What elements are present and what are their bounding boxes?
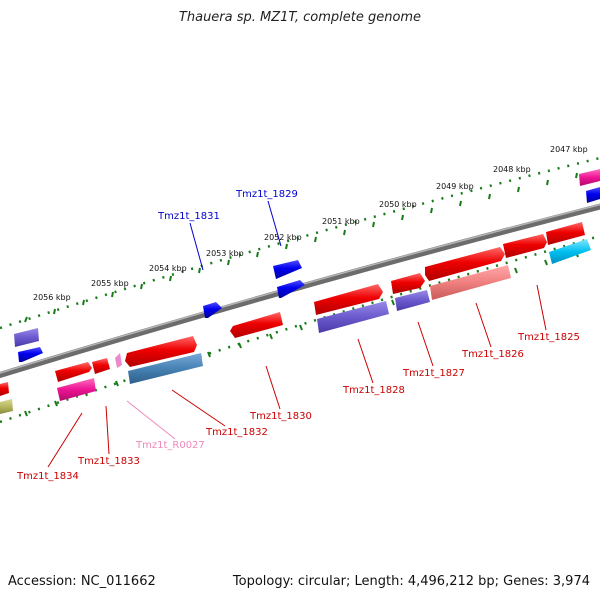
gene-label-tmz1t-1834[interactable]: Tmz1t_1834 [16, 471, 79, 482]
accession-text: Accession: NC_011662 [8, 574, 156, 589]
gene-feature[interactable] [549, 239, 591, 264]
gene-label-tmz1t-1828[interactable]: Tmz1t_1828 [342, 385, 405, 396]
gene-feature[interactable] [586, 187, 600, 203]
gene-feature[interactable] [14, 328, 39, 347]
gene-label-tmz1t-1831[interactable]: Tmz1t_1831 [157, 211, 220, 222]
genome-title: Thauera sp. MZ1T, complete genome [178, 10, 422, 25]
kbp-label: 2053 kbp [206, 249, 244, 258]
gene-feature[interactable] [203, 302, 222, 318]
gene-feature[interactable] [425, 247, 505, 281]
genome-summary-text: Topology: circular; Length: 4,496,212 bp… [232, 574, 590, 589]
gene-label-tmz1t-1827[interactable]: Tmz1t_1827 [402, 368, 465, 379]
gene-feature[interactable] [277, 280, 305, 298]
gene-feature[interactable] [503, 234, 547, 258]
gene-feature[interactable] [92, 358, 110, 374]
kbp-label: 2050 kbp [379, 200, 417, 209]
gene-feature[interactable] [546, 222, 585, 245]
gene-label-tmz1t-1830[interactable]: Tmz1t_1830 [249, 411, 312, 422]
outer-ruler-ticks [24, 172, 578, 323]
gene-label-tmz1t-1832[interactable]: Tmz1t_1832 [205, 427, 268, 438]
gene-feature[interactable] [0, 399, 13, 414]
gene-feature[interactable] [57, 378, 96, 401]
gene-label-tmz1t-1833[interactable]: Tmz1t_1833 [77, 456, 140, 467]
kbp-label: 2055 kbp [91, 279, 129, 288]
kbp-label: 2047 kbp [550, 145, 588, 154]
gene-feature[interactable] [230, 312, 283, 338]
gene-label-tmz1t-r0027[interactable]: Tmz1t_R0027 [135, 440, 205, 451]
gene-label-tmz1t-1829[interactable]: Tmz1t_1829 [235, 189, 298, 200]
gene-feature[interactable] [273, 260, 302, 279]
gene-feature[interactable] [395, 290, 430, 311]
gene-feature[interactable] [430, 265, 511, 300]
gene-feature[interactable] [314, 284, 383, 315]
kbp-label: 2048 kbp [493, 165, 531, 174]
gene-label-tmz1t-1826[interactable]: Tmz1t_1826 [461, 349, 524, 360]
gene-feature[interactable] [125, 336, 197, 367]
gene-feature[interactable] [579, 169, 600, 186]
kbp-label: 2056 kbp [33, 293, 71, 302]
inner-ruler [0, 234, 600, 424]
gene-feature[interactable] [0, 382, 9, 396]
kbp-label: 2052 kbp [264, 233, 302, 242]
gene-label-tmz1t-1825[interactable]: Tmz1t_1825 [517, 332, 580, 343]
gene-feature[interactable] [391, 273, 425, 294]
kbp-label: 2049 kbp [436, 182, 474, 191]
gene-feature[interactable] [55, 362, 92, 382]
gene-feature[interactable] [128, 353, 203, 384]
kbp-label: 2054 kbp [149, 264, 187, 273]
gene-feature[interactable] [18, 347, 43, 362]
gene-feature[interactable] [317, 301, 389, 333]
label-leaders [47, 200, 547, 468]
gene-feature[interactable] [115, 353, 122, 368]
kbp-label: 2051 kbp [322, 217, 360, 226]
